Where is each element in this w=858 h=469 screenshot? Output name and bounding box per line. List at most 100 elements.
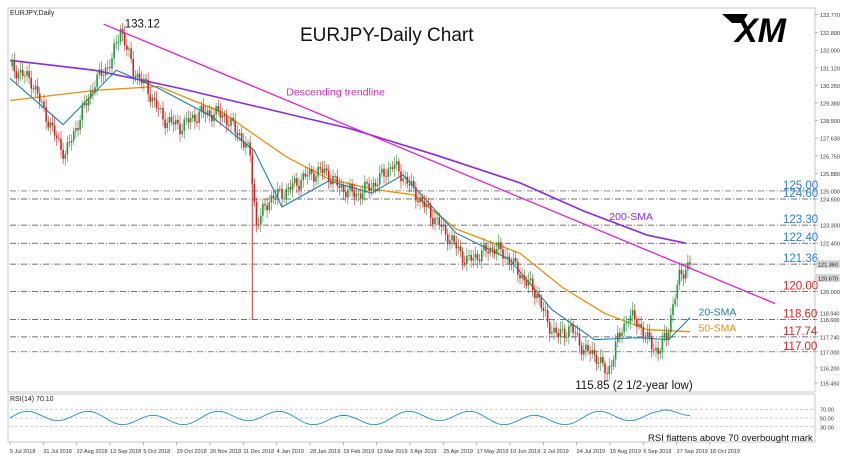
candle-body (359, 193, 362, 199)
candle-body (504, 257, 506, 259)
candle-body (665, 332, 668, 340)
candle-body (70, 140, 73, 143)
candle-body (440, 225, 443, 227)
candle-body (536, 294, 538, 299)
key-level-label: 122.40 (783, 232, 818, 244)
annotations: 133.12 Descending trendline 200-SMA 20-SMA 5… (125, 19, 737, 392)
brand-logo: XM (722, 12, 787, 50)
candle-body (466, 255, 468, 264)
rsi-level-label: 70.00 (820, 408, 834, 414)
candle-body (476, 254, 479, 260)
candle-body (682, 274, 685, 279)
rsi-line (9, 409, 690, 426)
y-tick-label: 118.940 (820, 311, 839, 317)
candle-body (300, 180, 302, 190)
candle-body (317, 166, 319, 177)
candle-body (247, 142, 249, 144)
candle-body (92, 90, 94, 93)
candle-body (638, 323, 640, 327)
candle-body (500, 242, 502, 250)
candle-body (633, 310, 636, 320)
candle-body (604, 363, 606, 374)
x-tick-label: 13 Sep 2018 (110, 449, 141, 455)
candle-body (62, 149, 64, 159)
candle-body (98, 69, 101, 75)
candle-body (332, 175, 334, 185)
candle-body (172, 121, 175, 125)
candle-body (587, 344, 589, 352)
x-tick-label: 28 Jan 2019 (310, 449, 340, 455)
candle-body (143, 78, 145, 84)
candle-body (338, 185, 341, 188)
candle-body (593, 349, 596, 355)
candle-body (546, 310, 549, 322)
candle-body (259, 215, 262, 225)
candle-body (423, 201, 426, 207)
candle-body (321, 168, 324, 173)
candle-body (689, 262, 691, 265)
candle-body (147, 80, 149, 95)
candle-body (130, 48, 132, 60)
candle-body (351, 183, 353, 192)
candle-body (49, 122, 52, 128)
candle-body (502, 249, 504, 259)
candle-body (281, 188, 283, 199)
candle-body (478, 259, 481, 262)
candle-body (557, 332, 560, 337)
candle-body (459, 246, 462, 252)
candle-body (126, 45, 128, 50)
candle-body (436, 217, 438, 219)
candle-body (485, 244, 487, 252)
candle-body (376, 184, 379, 187)
key-level-label: 124.60 (783, 188, 818, 200)
candle-body (330, 181, 332, 185)
y-tick-label: 131.120 (820, 66, 840, 72)
candle-body (279, 188, 281, 190)
candle-body (28, 71, 30, 78)
candle-body (432, 218, 434, 225)
candle-body (245, 142, 247, 148)
candle-body (417, 200, 419, 203)
candle-body (621, 332, 623, 337)
candle-body (55, 135, 58, 139)
candle-body (66, 142, 69, 155)
candle-body (24, 75, 26, 77)
candle-body (187, 118, 190, 123)
candle-body (319, 166, 322, 169)
candle-body (561, 328, 564, 330)
candle-body (291, 183, 294, 190)
candle-body (162, 107, 164, 120)
candle-body (661, 338, 664, 351)
candle-body (26, 71, 28, 76)
candle-body (236, 132, 239, 136)
logo-slash (722, 14, 748, 23)
candle-body (421, 197, 424, 202)
price-pane-frame (7, 7, 816, 393)
candle-body (334, 175, 336, 177)
candle-body (157, 108, 160, 110)
candle-body (58, 138, 60, 139)
rsi-pane: 70.00 50.00 30.00 RSI flattens above 70 ove… (9, 408, 834, 444)
y-tick-label: 117.740 (820, 335, 839, 341)
rsi-level-label: 50.00 (820, 417, 834, 423)
candle-body (293, 178, 296, 184)
candle-body (493, 249, 496, 254)
x-tick-label: 4 Jan 2019 (277, 449, 304, 455)
candle-body (495, 249, 498, 254)
candle-body (387, 168, 390, 177)
x-tick-label: 27 Sep 2019 (677, 449, 708, 455)
candle-body (168, 116, 171, 123)
candle-body (183, 119, 186, 131)
candle-body (53, 125, 56, 136)
candle-body (582, 349, 585, 355)
candle-body (636, 319, 638, 327)
x-tick-label: 10 Jun 2019 (510, 449, 540, 455)
candle-body (531, 278, 534, 291)
candle-body (614, 341, 617, 360)
candle-body (540, 297, 543, 309)
candle-body (225, 116, 228, 126)
candle-body (625, 322, 628, 324)
candle-body (568, 326, 570, 338)
x-tick-label: 5 Oct 2018 (143, 449, 170, 455)
